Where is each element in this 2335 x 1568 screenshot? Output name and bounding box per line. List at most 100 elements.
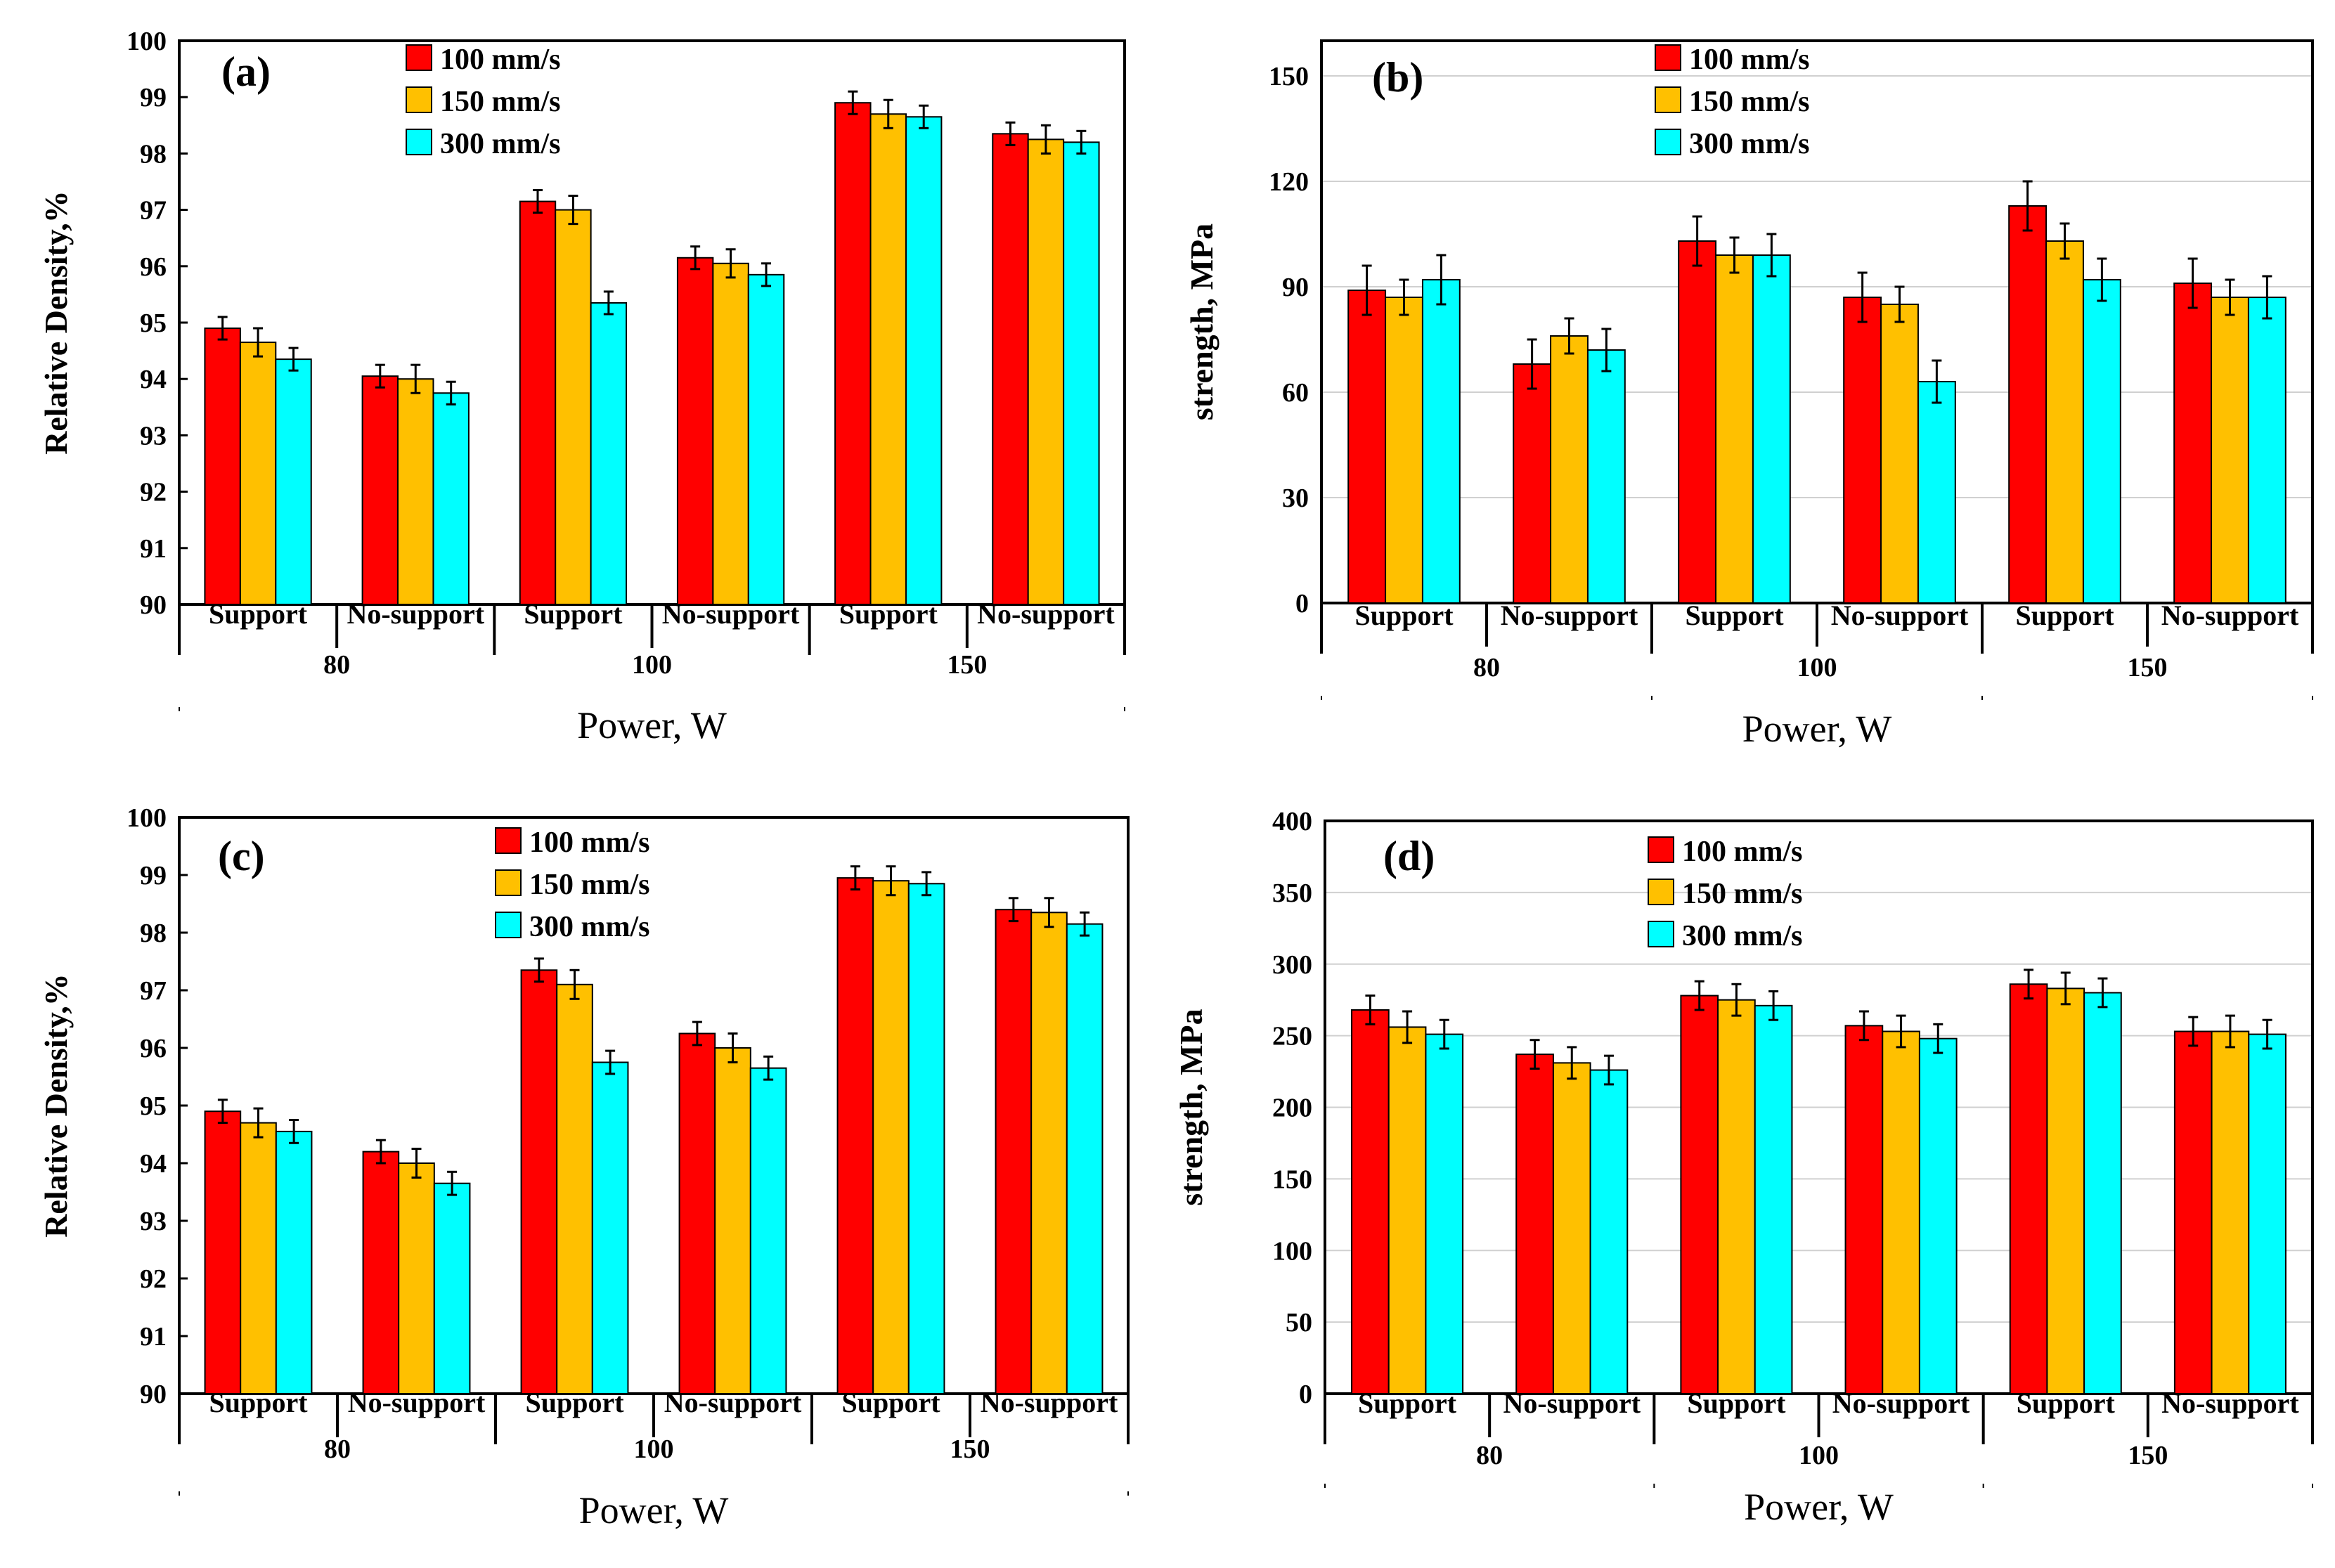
bar [2248,1033,2287,1395]
power-level-label: 80 [323,650,350,680]
category-label: Support [2017,1387,2116,1419]
y-tick-label: 95 [140,309,167,338]
legend-label: 100 mm/s [529,827,650,859]
y-tick-label: 100 [127,27,167,56]
bar [1589,1069,1629,1395]
y-tick-label: 99 [140,83,167,112]
y-tick-label: 100 [127,803,167,833]
legend-label: 150 mm/s [1689,86,1810,118]
category-label: No-support [2161,600,2299,631]
bar [397,378,434,605]
y-tick-label: 94 [140,1149,167,1179]
y-tick-label: 50 [1286,1308,1312,1337]
category-label: No-support [348,1387,486,1418]
bar [1425,1033,1464,1395]
power-level-label: 80 [1473,653,1500,682]
power-level-label: 150 [2128,653,2168,682]
bar [836,877,874,1394]
bar [1586,349,1626,604]
bar [995,909,1033,1394]
category-label: No-support [1503,1387,1641,1419]
bar [1678,240,1717,604]
legend-label: 300 mm/s [529,911,650,943]
y-tick-label: 97 [140,976,167,1006]
category-label: No-support [664,1387,802,1418]
power-level-label: 150 [947,650,987,680]
bar [2173,1030,2213,1394]
category-label: Support [524,598,623,630]
x-axis-title: Power, W [1742,708,1892,750]
bar [1752,254,1791,604]
y-tick-label: 97 [140,196,167,226]
legend-swatch [1648,879,1674,905]
legend-swatch [1655,86,1681,113]
plot-frame [178,39,1126,606]
bar [1421,279,1461,604]
y-tick-label: 350 [1272,879,1312,908]
category-label: No-support [2161,1387,2299,1419]
bar [905,116,943,605]
power-level-label: 150 [2128,1441,2168,1470]
power-level-label: 100 [1799,1441,1839,1470]
panel-a: 90 91 92 93 94 95 96 97 98 99 100 Support No-support… [38,27,1126,746]
bar [1351,1009,1390,1394]
bar [2083,992,2122,1394]
bar [1717,999,1756,1394]
y-tick-label: 400 [1272,807,1312,836]
y-tick-label: 96 [140,252,167,282]
bar [1552,1062,1591,1395]
y-tick-label: 150 [1269,62,1309,91]
bar [362,1151,400,1394]
bar [1066,923,1104,1394]
bar [2009,983,2048,1394]
y-tick-label: 0 [1295,589,1309,618]
panel-c: 90 91 92 93 94 95 96 97 98 99 100 Support No-support… [38,803,1130,1531]
bar [1515,1054,1554,1395]
y-tick-label: 91 [140,1322,167,1352]
bar [432,392,470,605]
category-label: No-support [977,598,1115,630]
bar [1843,297,1882,604]
category-label: No-support [1832,1387,1970,1419]
bar [556,983,593,1395]
category-label: No-support [1501,600,1638,631]
bar [834,102,872,606]
bar [361,375,399,605]
bar [1918,1037,1958,1394]
legend: 100 mm/s 150 mm/s 300 mm/s [1655,44,1810,160]
power-level-label: 100 [634,1434,674,1464]
y-tick-label: 93 [140,421,167,451]
bar [433,1182,471,1394]
panel-b: 0 30 60 90 120 150 Support No-support Support No-… [1184,39,2314,750]
legend: 100 mm/s 150 mm/s 300 mm/s [1648,836,1803,952]
legend-swatch [406,86,432,113]
y-tick-label: 90 [1282,273,1309,302]
bar [520,969,558,1395]
y-tick-label: 93 [140,1207,167,1236]
y-tick-label: 0 [1299,1380,1312,1409]
y-tick-label: 99 [140,861,167,890]
y-tick-label: 91 [140,534,167,564]
bar [204,1110,242,1394]
bar [2173,283,2213,604]
bar [1880,304,1919,604]
legend-label: 100 mm/s [1682,836,1803,868]
bar [678,1032,716,1394]
legend-label: 300 mm/s [1689,128,1810,160]
panel-label: (c) [218,833,265,879]
y-axis-title: strength, MPa [1184,223,1220,420]
y-tick-label: 100 [1272,1236,1312,1266]
bar [1917,381,1956,604]
y-tick-label: 90 [140,590,167,620]
bar [1063,141,1100,606]
y-tick-label: 96 [140,1034,167,1063]
category-label: Support [1358,1387,1457,1419]
bar [1715,254,1754,604]
bar [747,273,785,605]
y-tick-label: 150 [1272,1165,1312,1194]
category-label: Support [1685,600,1784,631]
y-tick-label: 30 [1282,484,1309,513]
legend-label: 300 mm/s [1682,920,1803,952]
category-label: Support [1687,1387,1786,1419]
power-level-label: 150 [950,1434,990,1464]
